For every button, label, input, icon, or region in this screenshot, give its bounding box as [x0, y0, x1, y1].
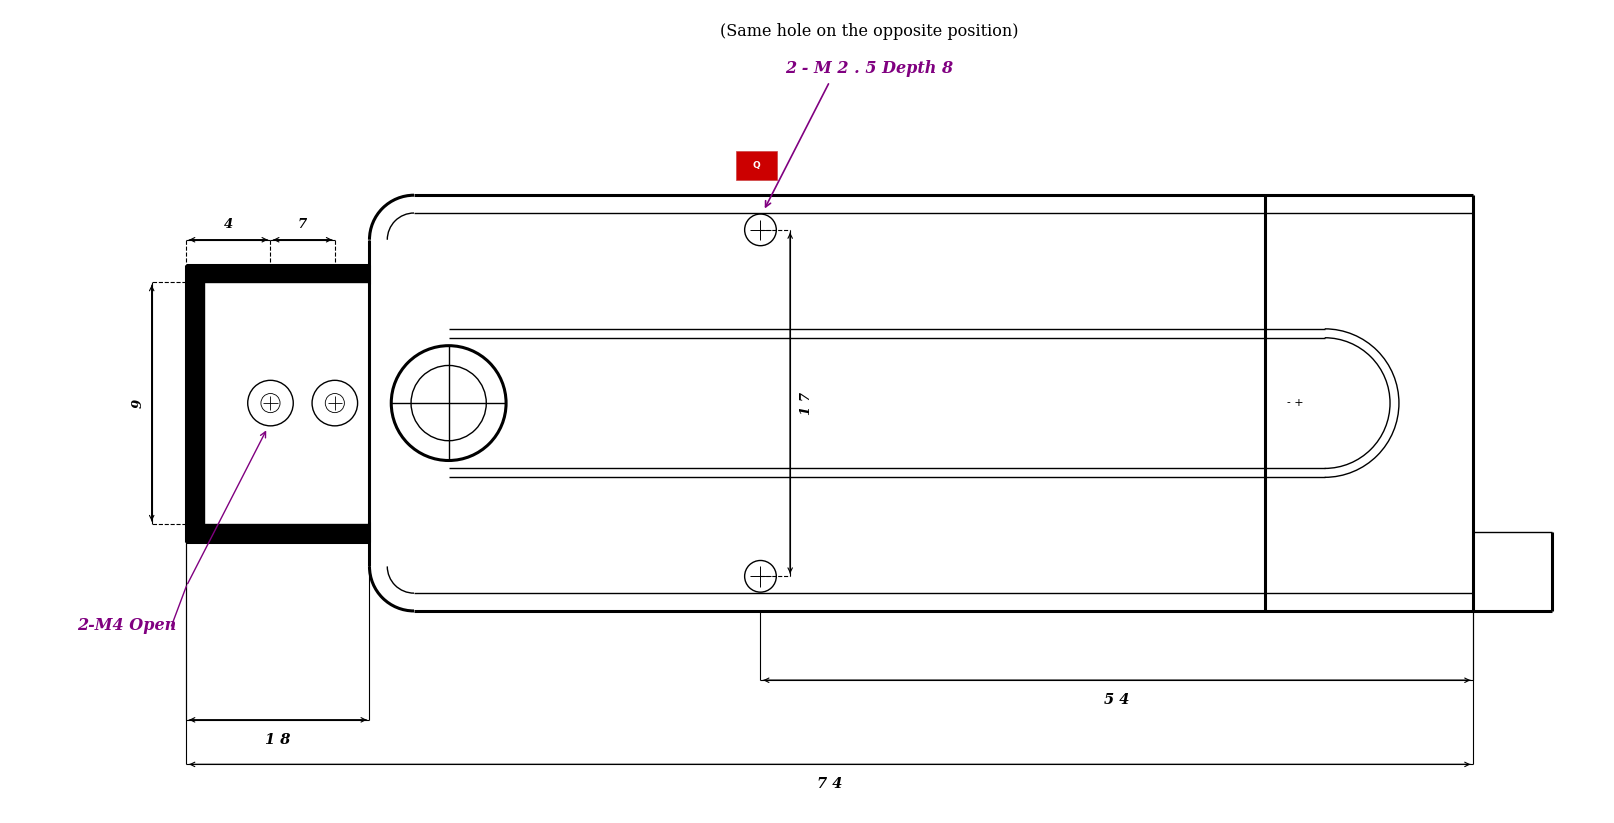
Text: (Same hole on the opposite position): (Same hole on the opposite position) [720, 23, 1018, 40]
Text: 7 4: 7 4 [817, 777, 843, 791]
Text: 4: 4 [224, 218, 232, 230]
Text: - +: - + [1286, 398, 1304, 408]
Text: Q: Q [752, 161, 760, 170]
Bar [736, 151, 778, 180]
Text: 2-M4 Open: 2-M4 Open [77, 617, 176, 635]
Bar [186, 264, 370, 542]
Text: 1 7: 1 7 [801, 392, 813, 415]
Text: 7: 7 [299, 218, 307, 230]
Bar [370, 195, 1474, 611]
Text: 1 8: 1 8 [265, 732, 291, 746]
Text: 2 - M 2 . 5 Depth 8: 2 - M 2 . 5 Depth 8 [786, 60, 954, 77]
Text: 9: 9 [132, 398, 145, 407]
Text: 5 4: 5 4 [1104, 693, 1130, 707]
